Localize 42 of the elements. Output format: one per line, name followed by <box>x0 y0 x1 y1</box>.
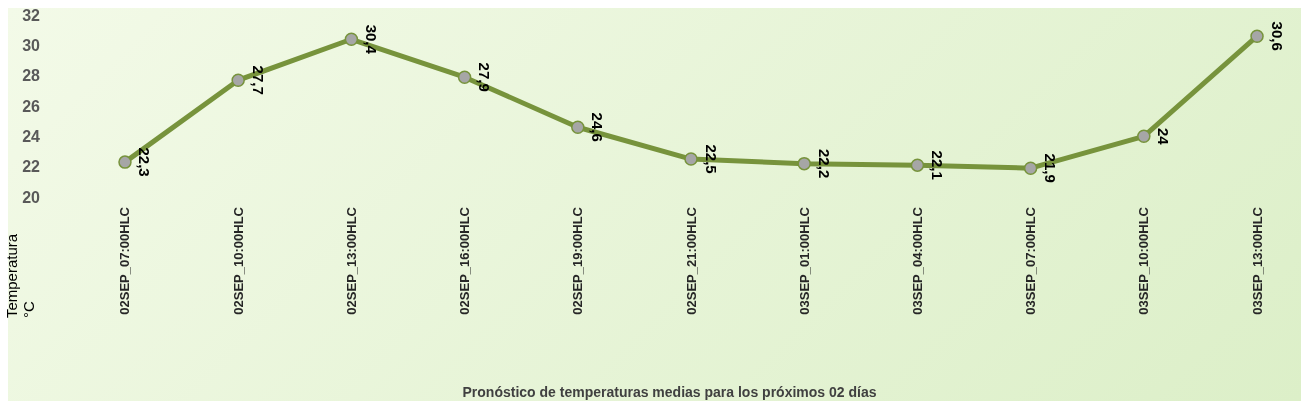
point <box>910 158 925 172</box>
x-tick-label: 02SEP_19:00HLC <box>570 206 586 315</box>
x-tick-label: 02SEP_10:00HLC <box>230 206 246 315</box>
point <box>118 155 132 169</box>
x-tick-label: 02SEP_13:00HLC <box>343 206 359 315</box>
x-axis-title: Pronóstico de temperaturas medias para los próximos 02 días <box>462 384 877 400</box>
x-tick-label: 02SEP_16:00HLC <box>457 206 473 315</box>
x-tick-label: 03SEP_01:00HLC <box>796 206 812 315</box>
data-label: 22,3 <box>136 147 154 177</box>
x-tick-label: 03SEP_04:00HLC <box>909 206 925 315</box>
y-tick-label: 20 <box>22 188 41 206</box>
point <box>797 156 811 171</box>
point <box>231 73 245 87</box>
data-label: 27,9 <box>476 62 494 92</box>
y-tick-label: 26 <box>22 97 41 115</box>
x-tick-label: 02SEP_21:00HLC <box>683 206 699 315</box>
data-label: 21,9 <box>1042 153 1060 183</box>
y-tick-label: 30 <box>22 37 41 55</box>
data-label: 27,7 <box>249 65 267 95</box>
data-label: 30,6 <box>1268 21 1286 51</box>
data-label: 24,6 <box>589 112 607 142</box>
point <box>571 120 585 134</box>
point <box>344 32 359 47</box>
point <box>1023 161 1038 175</box>
point <box>684 152 698 166</box>
y-axis-title: Temperatura °C <box>3 233 37 319</box>
data-label: 30,4 <box>362 24 380 55</box>
point <box>457 70 472 84</box>
y-tick-label: 22 <box>22 158 41 176</box>
point <box>1137 129 1151 144</box>
y-tick-label: 32 <box>22 6 41 24</box>
data-label: 24 <box>1155 127 1173 146</box>
y-tick-label: 24 <box>22 128 41 146</box>
y-tick-label: 28 <box>22 67 41 85</box>
x-tick-label: 02SEP_07:00HLC <box>117 206 133 315</box>
x-tick-label: 03SEP_10:00HLC <box>1136 206 1152 315</box>
x-tick-label: 03SEP_13:00HLC <box>1249 206 1265 315</box>
point <box>1250 29 1264 43</box>
data-label: 22,2 <box>815 149 833 179</box>
x-tick-label: 03SEP_07:00HLC <box>1023 206 1039 315</box>
data-label: 22,5 <box>702 144 720 174</box>
data-label: 22,1 <box>928 150 946 180</box>
